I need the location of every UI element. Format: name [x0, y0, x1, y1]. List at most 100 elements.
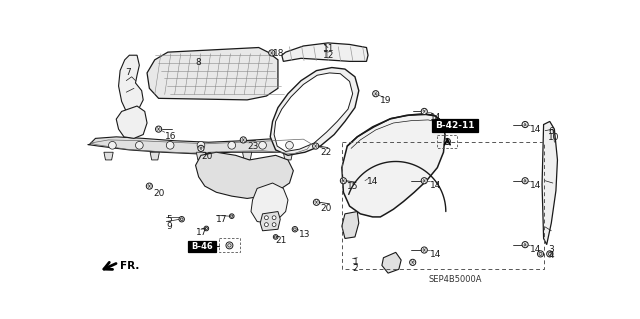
Text: SEP4B5000A: SEP4B5000A [428, 275, 482, 284]
Polygon shape [251, 183, 288, 223]
Circle shape [444, 138, 451, 145]
Circle shape [547, 251, 553, 257]
Text: 20: 20 [153, 189, 164, 198]
Circle shape [180, 218, 183, 220]
Text: 14: 14 [367, 177, 378, 186]
Circle shape [314, 199, 319, 205]
Circle shape [109, 141, 116, 149]
Text: 20: 20 [320, 204, 332, 213]
Circle shape [548, 252, 551, 256]
Circle shape [226, 242, 233, 249]
Text: 8: 8 [196, 57, 202, 67]
Bar [437, 135, 458, 148]
Circle shape [522, 241, 528, 248]
Text: 17: 17 [216, 215, 228, 224]
Circle shape [259, 141, 266, 149]
Text: 3: 3 [548, 245, 554, 254]
Polygon shape [196, 152, 293, 198]
Circle shape [273, 235, 278, 239]
Circle shape [292, 226, 298, 232]
Polygon shape [118, 55, 143, 114]
Circle shape [272, 216, 276, 219]
Text: 14: 14 [530, 181, 541, 190]
Circle shape [421, 108, 428, 115]
Text: B-42-11: B-42-11 [435, 121, 475, 130]
Polygon shape [243, 152, 252, 160]
Text: 7: 7 [125, 68, 131, 77]
Bar [342, 142, 543, 269]
Circle shape [410, 259, 416, 265]
Text: FR.: FR. [120, 261, 140, 271]
Circle shape [179, 217, 184, 222]
Bar [432, 119, 478, 132]
Circle shape [372, 91, 379, 97]
Circle shape [269, 50, 275, 56]
Circle shape [197, 141, 205, 149]
Text: 22: 22 [320, 148, 332, 157]
Circle shape [275, 236, 276, 238]
Text: 4: 4 [548, 251, 554, 260]
Circle shape [285, 141, 293, 149]
Polygon shape [147, 48, 278, 100]
Circle shape [205, 227, 207, 230]
Text: 18: 18 [273, 49, 285, 58]
Polygon shape [342, 211, 359, 239]
Text: 14: 14 [429, 181, 441, 190]
Bar [219, 239, 240, 252]
Text: 23: 23 [247, 142, 259, 151]
Polygon shape [282, 43, 368, 61]
Text: 14: 14 [429, 250, 441, 259]
Polygon shape [542, 122, 557, 245]
Polygon shape [260, 211, 280, 231]
Circle shape [204, 226, 209, 231]
Circle shape [264, 216, 268, 219]
Text: 14: 14 [530, 245, 541, 254]
Circle shape [240, 137, 246, 143]
Text: 20: 20 [201, 152, 212, 161]
Circle shape [156, 126, 162, 132]
Polygon shape [150, 152, 159, 160]
Circle shape [522, 178, 528, 184]
Text: B-46: B-46 [191, 242, 212, 251]
Polygon shape [88, 137, 316, 154]
Circle shape [312, 143, 319, 149]
Text: 1: 1 [353, 258, 358, 267]
Circle shape [294, 228, 296, 231]
Circle shape [136, 141, 143, 149]
Bar [188, 241, 216, 252]
Polygon shape [284, 152, 292, 160]
Text: 17: 17 [196, 228, 207, 237]
Text: 21: 21 [276, 236, 287, 245]
Circle shape [228, 244, 231, 247]
Circle shape [539, 252, 542, 256]
Polygon shape [382, 252, 401, 273]
Text: 10: 10 [548, 133, 560, 142]
Circle shape [522, 122, 528, 128]
Polygon shape [274, 73, 353, 152]
Circle shape [230, 215, 233, 217]
Circle shape [272, 223, 276, 226]
Text: 14: 14 [429, 113, 441, 122]
Text: 12: 12 [323, 51, 335, 60]
Circle shape [147, 183, 152, 189]
Circle shape [538, 251, 543, 257]
Text: 13: 13 [299, 230, 310, 239]
Polygon shape [104, 152, 113, 160]
Circle shape [340, 178, 346, 184]
Polygon shape [116, 106, 147, 138]
Text: 6: 6 [548, 127, 554, 136]
Circle shape [166, 141, 174, 149]
Polygon shape [270, 68, 359, 155]
Text: 2: 2 [353, 264, 358, 273]
Text: 15: 15 [348, 182, 359, 191]
Circle shape [421, 178, 428, 184]
Text: 19: 19 [380, 96, 392, 105]
Text: 14: 14 [530, 124, 541, 134]
Circle shape [228, 141, 236, 149]
Text: 5: 5 [166, 215, 172, 224]
Polygon shape [342, 114, 445, 217]
Circle shape [198, 145, 204, 152]
Circle shape [230, 214, 234, 219]
Text: 11: 11 [323, 44, 335, 54]
Circle shape [421, 247, 428, 253]
